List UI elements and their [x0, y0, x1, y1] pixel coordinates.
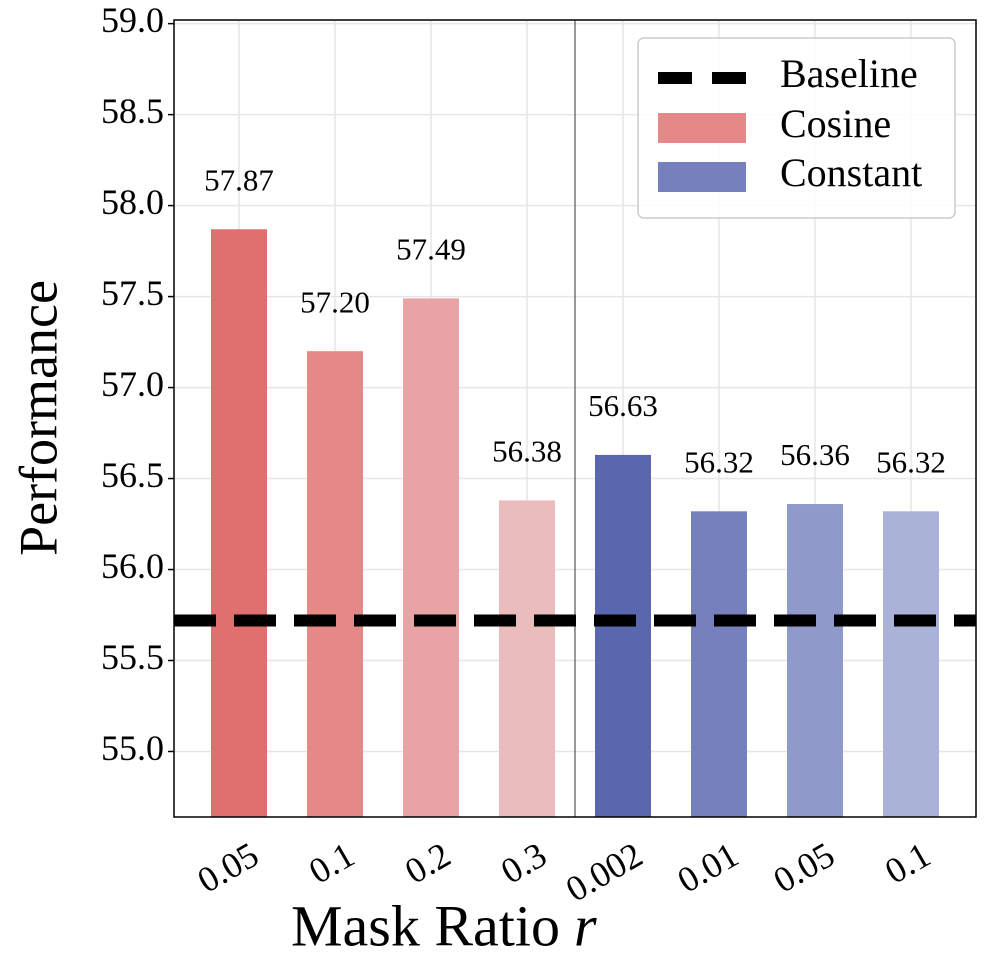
y-axis-label: Performance	[8, 280, 68, 556]
x-tick-label: 0.05	[767, 834, 842, 900]
bar	[595, 454, 651, 817]
y-tick-label: 56.0	[101, 546, 164, 586]
x-tick-label: 0.1	[878, 834, 937, 891]
y-tick-label: 58.5	[101, 91, 164, 131]
x-tick-label: 0.05	[191, 834, 266, 900]
bar	[499, 500, 555, 817]
bar	[883, 511, 939, 817]
x-axis-label: Mask Ratio	[291, 893, 560, 958]
legend-label: Baseline	[780, 51, 918, 96]
value-label: 56.32	[876, 444, 946, 479]
x-tick-label: 0.1	[302, 834, 361, 891]
y-tick-label: 57.0	[101, 364, 164, 404]
value-label: 57.20	[300, 284, 370, 319]
y-tick-label: 58.0	[101, 182, 164, 222]
plot-frame	[173, 19, 977, 818]
legend-swatch	[658, 162, 746, 192]
x-tick-label: 0.3	[494, 834, 553, 891]
value-label: 56.38	[492, 433, 562, 468]
value-label: 57.87	[204, 162, 274, 197]
legend-swatch	[658, 113, 746, 143]
value-label: 56.63	[588, 388, 658, 423]
y-tick-label: 56.5	[101, 455, 164, 495]
y-tick-label: 55.5	[101, 637, 164, 677]
bar	[211, 229, 267, 817]
value-label: 56.32	[684, 444, 754, 479]
bar	[787, 504, 843, 817]
bar	[691, 511, 747, 817]
legend-label: Cosine	[780, 101, 891, 146]
value-label: 57.49	[396, 232, 466, 267]
x-axis-label-var: r	[574, 893, 597, 958]
x-tick-label: 0.002	[559, 834, 649, 909]
y-tick-label: 55.0	[101, 728, 164, 768]
x-tick-label: 0.01	[671, 834, 746, 900]
value-label: 56.36	[780, 437, 850, 472]
bar	[403, 298, 459, 817]
y-tick-label: 59.0	[101, 0, 164, 40]
bar	[307, 351, 363, 817]
legend-label: Constant	[780, 150, 922, 195]
y-tick-label: 57.5	[101, 273, 164, 313]
x-tick-label: 0.2	[398, 834, 457, 891]
